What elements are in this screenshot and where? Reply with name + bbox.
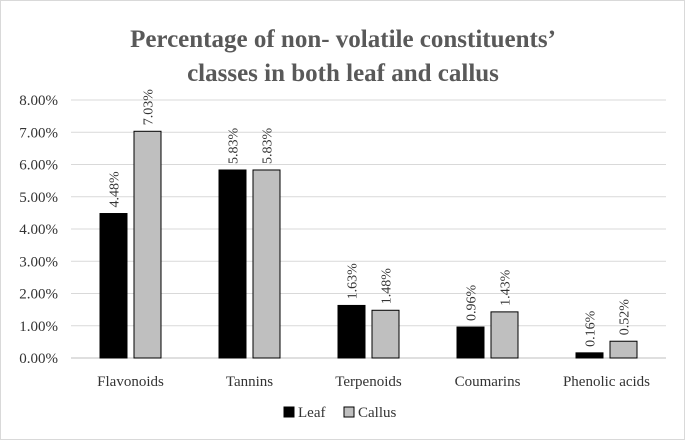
bar-callus [371, 309, 400, 359]
data-label: 1.63% [346, 263, 361, 300]
data-label: 1.48% [380, 268, 395, 305]
legend-label: Leaf [298, 405, 325, 421]
data-label: 0.16% [584, 310, 599, 347]
y-tick-label: 3.00% [19, 254, 58, 270]
bar-leaf [218, 169, 247, 359]
legend-label: Callus [358, 405, 396, 421]
y-tick-label: 6.00% [19, 158, 58, 174]
bar-leaf [456, 326, 485, 359]
bar-leaf [575, 352, 604, 359]
bar-callus [252, 169, 281, 359]
data-label: 0.52% [618, 299, 633, 336]
y-tick-label: 1.00% [19, 319, 58, 335]
y-tick-label: 0.00% [19, 351, 58, 367]
data-label: 5.83% [261, 127, 276, 164]
x-tick-label: Phenolic acids [563, 374, 650, 390]
bar-leaf [99, 213, 128, 359]
legend-swatch-leaf [283, 406, 295, 418]
x-tick-label: Terpenoids [335, 374, 402, 390]
data-label: 7.03% [142, 89, 157, 126]
data-label: 4.48% [108, 171, 123, 208]
data-label: 5.83% [227, 127, 242, 164]
bar-callus [609, 340, 638, 359]
y-tick-label: 5.00% [19, 190, 58, 206]
y-tick-label: 4.00% [19, 222, 58, 238]
x-tick-label: Tannins [226, 374, 273, 390]
y-tick-label: 8.00% [19, 93, 58, 109]
bar-callus [490, 311, 519, 359]
x-tick-label: Coumarins [455, 374, 521, 390]
chart-title-line-1: Percentage of non- volatile constituents… [130, 26, 556, 53]
y-tick-label: 7.00% [19, 125, 58, 141]
y-tick-label: 2.00% [19, 287, 58, 303]
data-label: 0.96% [465, 285, 480, 322]
x-tick-label: Flavonoids [97, 374, 164, 390]
chart-title-line-2: classes in both leaf and callus [187, 60, 499, 87]
data-label: 1.43% [499, 269, 514, 306]
bar-leaf [337, 304, 366, 359]
legend-swatch-callus [343, 406, 355, 418]
bar-callus [133, 130, 162, 359]
